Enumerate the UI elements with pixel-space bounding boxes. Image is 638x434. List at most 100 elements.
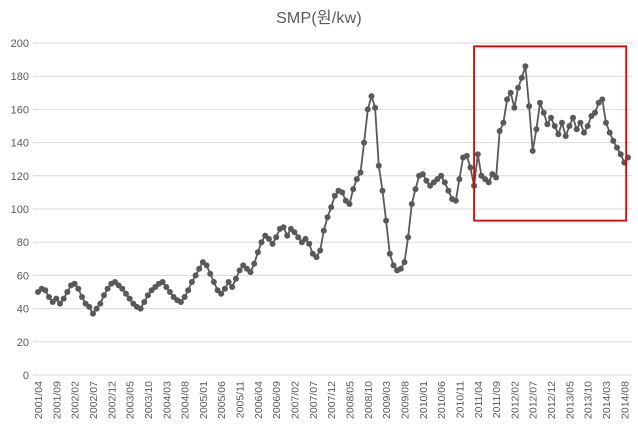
data-point-marker <box>496 128 503 134</box>
data-point-marker <box>577 119 584 126</box>
data-point-marker <box>75 285 82 292</box>
data-point-marker <box>79 294 85 300</box>
x-tick-label: 2004/08 <box>180 381 192 419</box>
data-point-marker <box>397 265 404 272</box>
x-tick-label: 2005/11 <box>235 381 247 418</box>
data-point-marker <box>357 169 364 176</box>
data-point-marker <box>592 109 598 116</box>
data-point-marker <box>123 290 129 297</box>
data-point-marker <box>42 287 49 294</box>
x-tick-label: 2013/05 <box>564 381 576 419</box>
x-tick-label: 2005/01 <box>198 381 210 419</box>
data-point-marker <box>350 186 357 193</box>
data-point-marker <box>46 294 52 300</box>
data-point-marker <box>90 310 96 317</box>
data-point-marker <box>93 305 100 312</box>
series-smp <box>35 63 631 317</box>
y-tick-label: 40 <box>17 304 29 316</box>
data-point-marker <box>526 103 533 110</box>
x-tick-label: 2010/11 <box>454 381 466 418</box>
data-point-marker <box>207 270 214 277</box>
data-point-marker <box>203 262 210 269</box>
x-tick-label: 2004/03 <box>161 381 173 419</box>
data-point-marker <box>423 177 430 184</box>
x-tick-label: 2014/08 <box>619 381 631 419</box>
data-point-marker <box>64 289 71 295</box>
x-tick-label: 2011/09 <box>491 381 503 418</box>
y-tick-label: 80 <box>17 237 29 249</box>
x-tick-label: 2007/12 <box>326 381 338 419</box>
data-point-marker <box>196 265 203 272</box>
data-point-marker <box>566 123 573 129</box>
data-point-marker <box>141 299 148 305</box>
data-point-marker <box>529 147 536 154</box>
data-point-marker <box>284 232 291 239</box>
data-point-marker <box>581 129 587 136</box>
data-point-marker <box>617 151 624 158</box>
x-tick-label: 2005/06 <box>216 381 228 419</box>
data-point-marker <box>361 139 368 146</box>
data-point-marker <box>159 279 166 285</box>
x-axis-labels: 2001/04 2001/09 2002/02 2002/07 2002/12 2003/… <box>33 381 631 419</box>
data-point-marker <box>247 269 254 276</box>
data-point-marker <box>258 239 265 246</box>
data-point-marker <box>236 267 243 274</box>
data-point-marker <box>408 201 415 207</box>
data-point-marker <box>570 114 576 121</box>
y-tick-label: 200 <box>11 38 29 50</box>
data-point-marker <box>445 187 452 194</box>
data-point-marker <box>573 126 580 133</box>
data-point-marker <box>511 104 518 111</box>
data-point-marker <box>522 63 529 70</box>
data-point-marker <box>438 172 445 179</box>
data-point-marker <box>551 123 558 129</box>
data-point-marker <box>324 214 331 221</box>
data-point-marker <box>401 259 408 266</box>
data-point-marker <box>60 295 67 302</box>
data-point-marker <box>119 285 126 292</box>
y-tick-label: 0 <box>23 370 29 382</box>
data-point-marker <box>86 303 93 310</box>
data-point-marker <box>225 279 232 285</box>
data-point-marker <box>507 89 514 96</box>
data-point-marker <box>295 234 302 241</box>
data-point-marker <box>218 290 225 297</box>
data-point-marker <box>500 119 507 126</box>
data-point-marker <box>610 137 617 144</box>
x-tick-label: 2008/10 <box>363 381 375 419</box>
data-point-marker <box>555 131 562 138</box>
data-point-marker <box>302 235 309 242</box>
data-point-marker <box>419 171 426 178</box>
data-point-marker <box>493 174 500 181</box>
x-tick-label: 2006/09 <box>271 381 283 419</box>
x-tick-label: 2014/03 <box>601 381 613 419</box>
data-point-marker <box>291 229 298 236</box>
data-point-marker <box>375 162 382 169</box>
x-tick-label: 2002/12 <box>106 381 118 419</box>
data-point-marker <box>101 292 107 299</box>
data-point-marker <box>210 279 217 285</box>
data-point-marker <box>518 74 525 81</box>
data-point-marker <box>368 93 375 100</box>
data-point-marker <box>221 285 228 292</box>
data-point-marker <box>559 119 565 126</box>
x-tick-label: 2008/05 <box>344 381 356 419</box>
data-point-marker <box>603 119 609 126</box>
data-point-marker <box>463 152 470 159</box>
data-point-marker <box>317 247 324 254</box>
data-point-marker <box>192 272 199 279</box>
x-tick-label: 2003/05 <box>125 381 137 419</box>
data-point-marker <box>441 179 448 186</box>
data-point-marker <box>229 284 236 290</box>
data-point-marker <box>533 126 540 133</box>
data-point-marker <box>71 280 78 287</box>
data-point-marker <box>273 234 280 241</box>
data-point-marker <box>232 275 239 282</box>
data-point-marker <box>57 300 63 307</box>
highlight-box <box>473 45 628 222</box>
data-point-marker <box>372 104 379 111</box>
data-point-marker <box>540 109 547 116</box>
y-tick-label: 140 <box>11 138 29 150</box>
data-point-marker <box>137 305 144 312</box>
